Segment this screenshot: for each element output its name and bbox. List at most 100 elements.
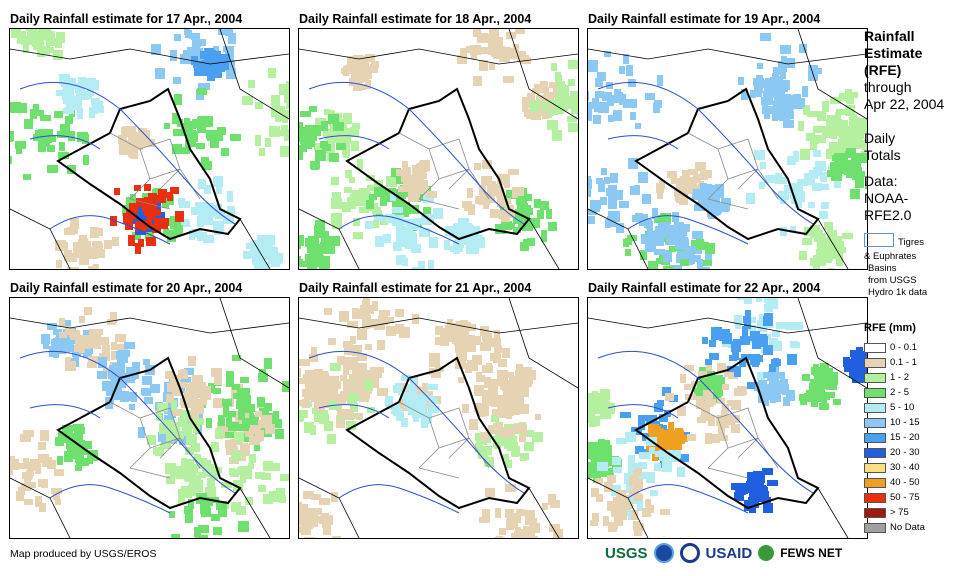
rfe-swatch xyxy=(864,477,886,488)
rainfall-cell xyxy=(184,426,191,436)
rainfall-cell xyxy=(336,419,345,428)
rainfall-cell xyxy=(515,187,524,196)
rainfall-cell xyxy=(60,124,70,135)
rainfall-cell xyxy=(532,218,540,228)
rainfall-cell xyxy=(331,198,342,209)
daily-label: Daily xyxy=(864,130,896,146)
rainfall-cell xyxy=(590,520,598,526)
rainfall-cell xyxy=(515,527,521,533)
rainfall-cell xyxy=(826,382,837,390)
rainfall-cell xyxy=(460,320,468,330)
rainfall-cell xyxy=(693,189,702,200)
rainfall-cell xyxy=(33,35,42,46)
rainfall-cell xyxy=(588,442,596,448)
rainfall-cell xyxy=(129,404,135,410)
rainfall-cell xyxy=(331,213,342,224)
rainfall-cell xyxy=(365,80,371,89)
rainfall-cell xyxy=(655,451,661,457)
map-canvas xyxy=(588,298,867,538)
map-canvas xyxy=(10,29,289,269)
rainfall-cell xyxy=(826,119,835,126)
rainfall-cell xyxy=(843,126,854,133)
rainfall-cell xyxy=(467,188,473,198)
rainfall-cell xyxy=(610,501,621,509)
rainfall-cell xyxy=(198,472,206,478)
rainfall-cell xyxy=(758,326,767,332)
rainfall-cell xyxy=(236,401,245,409)
rainfall-cell xyxy=(524,219,533,229)
rainfall-cell xyxy=(603,440,610,449)
rainfall-cell xyxy=(308,236,319,245)
rainfall-cell xyxy=(635,123,641,129)
rainfall-cell xyxy=(458,338,466,345)
rfe-label: 50 - 75 xyxy=(890,492,920,503)
rainfall-cell xyxy=(187,413,197,421)
rainfall-cell xyxy=(105,397,114,404)
rainfall-cell xyxy=(323,243,332,254)
rainfall-cell xyxy=(415,218,421,224)
rainfall-cell xyxy=(484,377,491,388)
rainfall-cell xyxy=(191,207,200,215)
rainfall-cell xyxy=(315,118,326,127)
rainfall-cell xyxy=(144,184,151,191)
rainfall-cell xyxy=(779,84,785,92)
rainfall-cell xyxy=(254,265,264,269)
rainfall-cell xyxy=(547,120,558,130)
rainfall-cell xyxy=(299,516,303,522)
rainfall-cell xyxy=(665,225,676,235)
rainfall-cell xyxy=(550,100,560,106)
rainfall-cell xyxy=(382,189,388,199)
rainfall-cell xyxy=(706,363,712,371)
rainfall-cell xyxy=(47,145,55,152)
rainfall-cell xyxy=(366,200,374,209)
rainfall-cell xyxy=(196,143,205,149)
rainfall-cell xyxy=(197,123,206,133)
neighbor-borders xyxy=(588,29,867,269)
rainfall-cell xyxy=(625,249,631,256)
rainfall-cell xyxy=(498,359,507,367)
rainfall-cell xyxy=(772,110,778,121)
rainfall-cell xyxy=(192,131,198,142)
rainfall-cell xyxy=(261,244,269,253)
rainfall-cell xyxy=(332,222,342,229)
rainfall-cell xyxy=(123,395,134,401)
country-border xyxy=(56,87,242,241)
rainfall-cell xyxy=(360,71,369,82)
rainfall-cell xyxy=(682,194,688,205)
rainfall-cell xyxy=(668,435,675,446)
rainfall-cell xyxy=(26,482,36,488)
rainfall-cell xyxy=(698,194,708,205)
rainfall-cell xyxy=(223,404,229,415)
rainfall-cell xyxy=(769,364,776,372)
rainfall-cell xyxy=(526,208,533,215)
rainfall-cell xyxy=(88,266,97,269)
rainfall-cell xyxy=(350,403,358,412)
rainfall-cell xyxy=(813,260,820,269)
rainfall-cell xyxy=(819,234,826,240)
rainfall-cell xyxy=(355,381,364,387)
rainfall-cell xyxy=(833,399,841,405)
rainfall-cell xyxy=(188,356,196,366)
rainfall-cell xyxy=(677,406,686,416)
rainfall-cell xyxy=(611,508,617,517)
rainfall-cell xyxy=(494,537,505,538)
rainfall-cell xyxy=(739,358,746,367)
rainfall-cell xyxy=(521,529,532,538)
rainfall-cell xyxy=(531,536,538,538)
rainfall-cell xyxy=(457,243,463,252)
rainfall-cell xyxy=(314,400,321,408)
rainfall-cell xyxy=(508,223,515,229)
rainfall-cell xyxy=(757,473,765,483)
rainfall-cell xyxy=(771,392,781,402)
rainfall-cell xyxy=(41,479,48,488)
rainfall-cell xyxy=(47,165,58,173)
rainfall-cell xyxy=(518,404,529,414)
rainfall-cell xyxy=(429,237,438,248)
rainfall-cell xyxy=(607,216,617,227)
rainfall-cell xyxy=(196,481,203,492)
rainfall-cell xyxy=(654,403,663,412)
rainfall-cell xyxy=(174,225,183,236)
rainfall-cell xyxy=(217,422,223,433)
rainfall-cell xyxy=(96,101,102,110)
rainfall-cell xyxy=(95,243,103,251)
